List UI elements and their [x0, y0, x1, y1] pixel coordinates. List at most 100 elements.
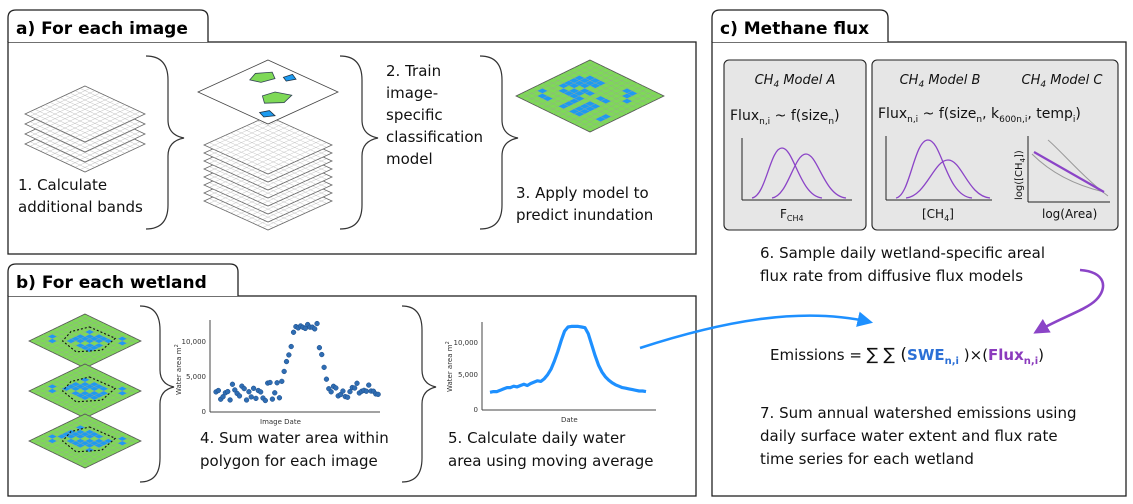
step3-line1: 3. Apply model to	[516, 184, 649, 202]
scatter-point	[286, 352, 292, 358]
scatter-point	[316, 345, 323, 351]
panel-a-frame	[7, 41, 697, 255]
brace-a2-icon	[339, 55, 379, 230]
scatter-point	[344, 394, 351, 400]
step7-line1: 7. Sum annual watershed emissions using	[760, 404, 1077, 422]
grid-lines	[33, 366, 137, 416]
panel-a: a) For each image 1. Calculate additiona…	[7, 9, 697, 255]
scatter-point	[290, 329, 297, 335]
chart2-xlabel: Date	[561, 416, 578, 424]
model-a-title: CH4 Model A	[755, 73, 836, 90]
brace-a3-icon	[479, 55, 519, 230]
scatter-point	[246, 389, 252, 395]
step7-line2: daily surface water extent and flux rate	[760, 427, 1058, 445]
scatter-point	[250, 385, 257, 391]
step2-line4: classification	[386, 128, 483, 146]
chart2-ylabel: Water area m2	[445, 341, 454, 392]
panel-b-title: b) For each wetland	[16, 273, 207, 293]
grid-lines	[209, 118, 327, 172]
step1-line2: additional bands	[18, 198, 143, 216]
step4-line2: polygon for each image	[200, 452, 378, 470]
panel-b: b) For each wetland 0 5,000 10,000 Water…	[7, 263, 697, 497]
scatter-point	[363, 388, 370, 394]
scatter-point	[288, 343, 294, 350]
step2-line2: image-	[386, 84, 438, 102]
step7-line3: time series for each wetland	[760, 450, 974, 468]
grid-lines	[521, 62, 659, 130]
inundation-map-icon	[515, 59, 665, 133]
scatter-point	[340, 388, 346, 394]
scatter-point	[236, 393, 243, 399]
band-stack-icon	[24, 85, 146, 173]
model-a-formula: Fluxn,i ~ f(sizen)	[730, 108, 840, 127]
scatter-point	[347, 389, 353, 395]
model-c-bound-lower	[1031, 153, 1105, 193]
scatter-point	[253, 395, 259, 402]
model-b-xlabel: [CH4]	[922, 207, 954, 223]
purple-arrow	[1033, 268, 1105, 334]
scatter-point	[227, 397, 233, 403]
chart1-xlabel: Image Date	[260, 418, 301, 426]
brace-a1-icon	[145, 55, 185, 230]
scatter-point	[274, 380, 280, 386]
grid-lines	[33, 316, 137, 366]
step5-line2: area using moving average	[448, 452, 654, 470]
scatter-point	[319, 351, 325, 358]
scatter-point	[262, 397, 269, 404]
chart1-ytick-5000: 5,000	[186, 373, 206, 381]
scatter-points	[213, 320, 381, 404]
scatter-point	[354, 380, 360, 386]
moving-average-line	[489, 324, 647, 394]
model-b-title: CH4 Model B	[900, 73, 981, 90]
water-area-scatter: 0 5,000 10,000 Water area m2 Image Date	[174, 320, 381, 426]
wetland-polygon	[61, 326, 117, 353]
step5-line1: 5. Calculate daily water	[448, 429, 626, 447]
model-c-title: CH4 Model C	[1022, 73, 1104, 90]
scatter-point	[272, 390, 278, 396]
scatter-point	[258, 389, 264, 395]
step2-line3: specific	[386, 106, 443, 124]
brace-b2-icon	[401, 305, 437, 483]
chart1-ylabel: Water area m2	[174, 344, 183, 395]
land-polygon	[261, 91, 293, 104]
training-stack-icon	[197, 59, 339, 231]
scatter-point	[321, 364, 327, 371]
chart2-ytick-5000: 5,000	[458, 371, 478, 379]
chart2-ytick-10000: 10,000	[454, 339, 479, 347]
model-c-xlabel: log(Area)	[1042, 207, 1097, 221]
scatter-point	[243, 397, 250, 403]
scatter-point	[225, 388, 231, 395]
scatter-point	[267, 379, 273, 386]
model-a-curve-1	[751, 147, 823, 199]
step4-line1: 4. Sum water area within	[200, 429, 389, 447]
scatter-point	[333, 385, 339, 391]
step2-line5: model	[386, 150, 433, 168]
model-c-line	[1033, 151, 1105, 193]
blue-arrow	[639, 311, 874, 350]
scatter-point	[323, 376, 330, 382]
brace-b1-icon	[139, 305, 175, 483]
moving-average-chart: 0 5,000 10,000 Water area m2 Date	[445, 322, 656, 424]
chart2-ytick-0: 0	[474, 406, 478, 414]
step1-line1: 1. Calculate	[18, 176, 107, 194]
wetland-stack-icon	[28, 313, 142, 469]
step6-line1: 6. Sample daily wetland-specific areal	[760, 244, 1045, 262]
panel-c: c) Methane flux CH4 Model A Fluxn,i ~ f(…	[711, 9, 1127, 497]
scatter-point	[312, 326, 318, 332]
chart1-ytick-0: 0	[202, 408, 206, 416]
panel-b-tab	[7, 263, 239, 296]
model-bc-box	[871, 59, 1119, 231]
panel-a-title: a) For each image	[16, 19, 188, 39]
panel-c-title: c) Methane flux	[720, 19, 869, 39]
land-polygon	[249, 71, 276, 83]
scatter-point	[248, 394, 254, 400]
scatter-point	[281, 368, 287, 375]
wetland-polygon	[61, 376, 117, 403]
step6-line1b: flux rate from diffusive flux models	[760, 267, 1023, 285]
scatter-point	[328, 389, 334, 395]
model-a-curve-2	[771, 153, 847, 199]
scatter-point	[283, 358, 290, 365]
step3-line2: predict inundation	[516, 206, 653, 224]
model-b-curve-2	[905, 159, 991, 199]
